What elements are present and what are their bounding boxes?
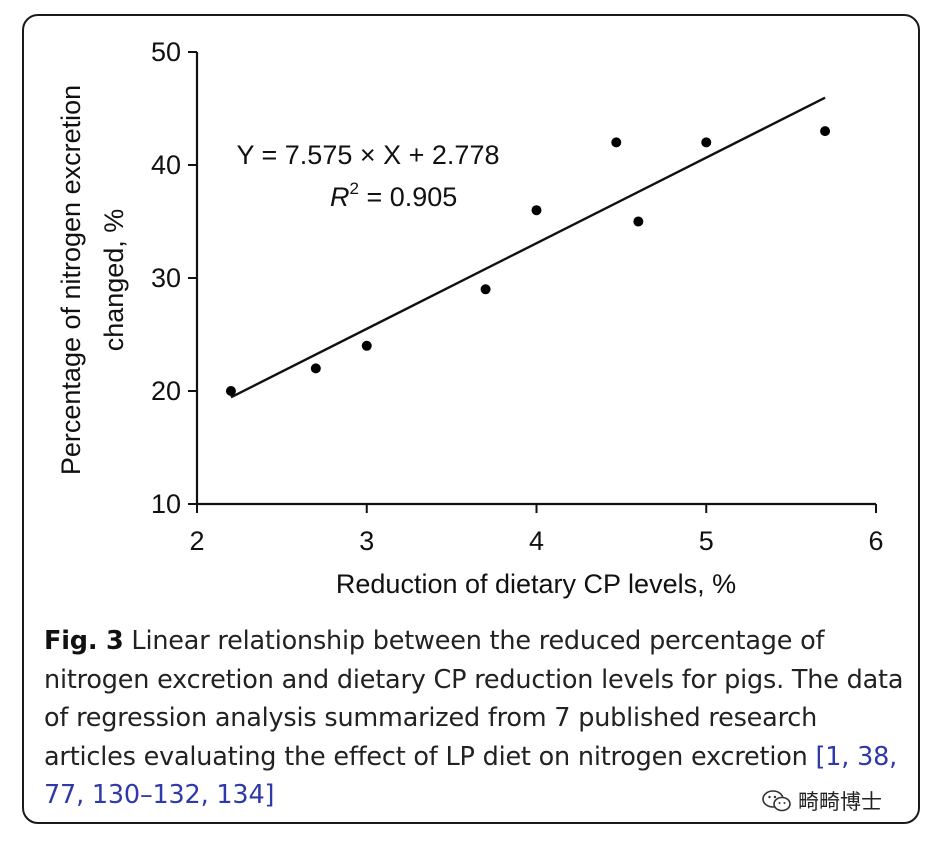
x-tick-label: 6 bbox=[868, 526, 883, 556]
y-tick-label: 40 bbox=[151, 150, 181, 180]
r-squared-label: R2 = 0.905 bbox=[330, 179, 457, 212]
y-axis-label-line2: changed, % bbox=[99, 209, 129, 352]
chart-axes bbox=[195, 52, 876, 506]
x-tick-label: 3 bbox=[359, 526, 374, 556]
regression-equation: Y = 7.575 × X + 2.778 bbox=[237, 140, 500, 170]
figure-label: Fig. 3 bbox=[44, 626, 124, 656]
data-points bbox=[225, 126, 831, 396]
reference-link[interactable]: 38 bbox=[857, 741, 890, 772]
ref-bracket-open: [ bbox=[815, 741, 826, 772]
data-point bbox=[633, 216, 644, 227]
y-tick-label: 20 bbox=[151, 376, 181, 406]
watermark-text: 畸畸博士 bbox=[798, 790, 882, 814]
chart-ticks: 2 3 4 5 6 10 20 30 40 50 bbox=[151, 37, 884, 556]
wechat-icon bbox=[762, 790, 791, 812]
r-squared-symbol: R bbox=[330, 182, 350, 212]
data-point bbox=[531, 205, 542, 216]
reference-link[interactable]: 77 bbox=[44, 780, 77, 810]
regression-line bbox=[230, 96, 826, 399]
y-axis-label-line1: Percentage of nitrogen excretion bbox=[56, 85, 86, 475]
reference-link[interactable]: 1 bbox=[825, 741, 842, 772]
data-point bbox=[310, 363, 321, 374]
data-point bbox=[611, 137, 622, 148]
reference-link[interactable]: 130–132 bbox=[91, 780, 201, 810]
y-tick-label: 30 bbox=[151, 263, 181, 293]
data-point bbox=[820, 126, 831, 137]
data-point bbox=[225, 386, 236, 396]
caption-text: Linear relationship between the reduced … bbox=[44, 626, 904, 772]
x-tick-label: 5 bbox=[699, 526, 714, 556]
reference-link[interactable]: 134 bbox=[216, 780, 265, 810]
x-tick-label: 4 bbox=[529, 526, 544, 556]
r-squared-superscript: 2 bbox=[350, 179, 359, 198]
regression-line-group bbox=[230, 96, 826, 399]
x-axis-label: Reduction of dietary CP levels, % bbox=[336, 569, 736, 599]
data-point bbox=[701, 137, 712, 148]
figure-frame bbox=[22, 14, 920, 824]
x-tick-label: 2 bbox=[189, 526, 204, 556]
r-squared-value: = 0.905 bbox=[359, 182, 457, 212]
ref-bracket-close: ] bbox=[264, 780, 275, 810]
data-point bbox=[361, 340, 372, 351]
y-tick-label: 50 bbox=[151, 37, 181, 67]
data-point bbox=[480, 284, 491, 295]
watermark: 畸畸博士 bbox=[762, 786, 882, 816]
y-tick-label: 10 bbox=[151, 489, 181, 519]
figure-caption: Fig. 3 Linear relationship between the r… bbox=[44, 626, 904, 810]
y-axis-label-group: Percentage of nitrogen excretion changed… bbox=[56, 85, 129, 475]
